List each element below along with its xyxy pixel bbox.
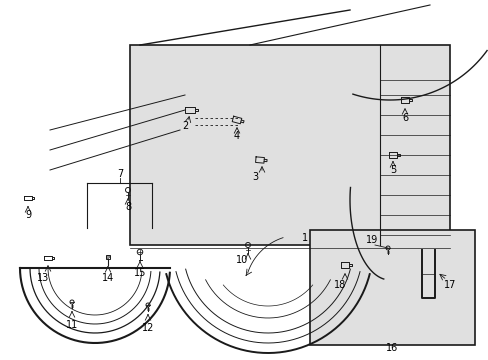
Text: 6: 6 — [401, 113, 407, 123]
Text: 13: 13 — [37, 273, 49, 283]
Text: 7: 7 — [117, 169, 123, 179]
Text: 17: 17 — [443, 280, 455, 290]
Text: 5: 5 — [389, 165, 395, 175]
Text: 15: 15 — [134, 268, 146, 278]
Text: 4: 4 — [233, 131, 240, 141]
Text: 18: 18 — [333, 280, 346, 290]
Bar — [309, 230, 474, 345]
Bar — [130, 45, 449, 245]
Text: 1: 1 — [301, 233, 307, 243]
Text: 16: 16 — [385, 343, 397, 353]
Text: 19: 19 — [365, 235, 377, 245]
Text: 8: 8 — [124, 202, 131, 212]
Text: 9: 9 — [25, 210, 31, 220]
Text: 3: 3 — [251, 172, 258, 182]
Text: 10: 10 — [235, 255, 247, 265]
Text: 11: 11 — [66, 320, 78, 330]
Bar — [106, 255, 110, 259]
Text: 12: 12 — [142, 323, 154, 333]
Text: 2: 2 — [182, 121, 188, 131]
Text: 14: 14 — [102, 273, 114, 283]
